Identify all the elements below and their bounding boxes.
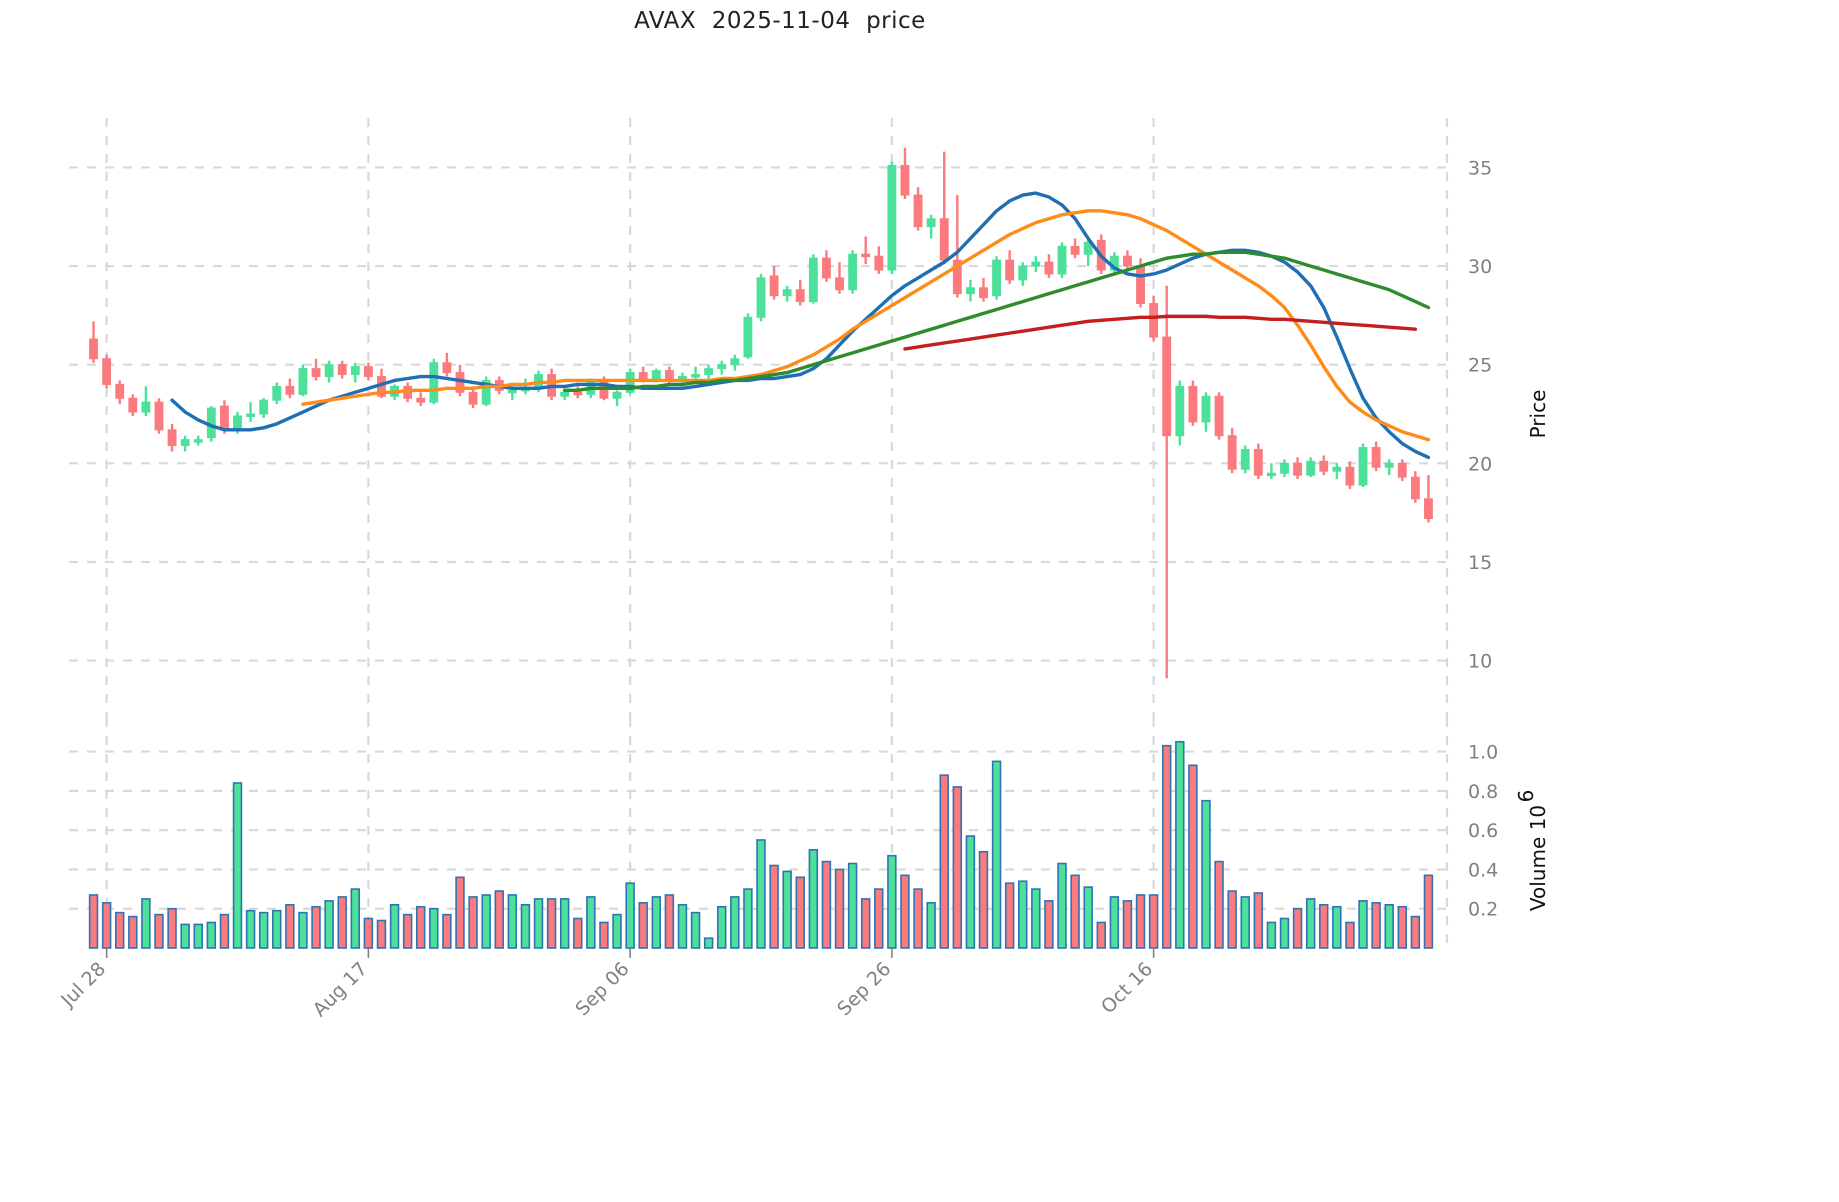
ma-line-ma_short bbox=[170, 191, 1431, 460]
moving-average-lines bbox=[170, 191, 1431, 460]
grid-lines bbox=[69, 118, 1452, 948]
volume-bar-series bbox=[88, 740, 1434, 949]
volume-tick-label: 0.2 bbox=[1468, 899, 1498, 921]
volume-axis-label: Volume 10 6 bbox=[1514, 790, 1550, 911]
x-tick-label: Sep 26 bbox=[833, 958, 895, 1020]
ma-line-ma_xlong bbox=[903, 314, 1418, 351]
svg-text:Volume 10: Volume 10 bbox=[1526, 805, 1550, 911]
svg-text:6: 6 bbox=[1514, 790, 1538, 803]
volume-tick-label: 1.0 bbox=[1468, 742, 1498, 764]
price-axis-label: Price bbox=[1526, 390, 1550, 439]
x-tick-label: Aug 17 bbox=[309, 958, 372, 1021]
volume-tick-label: 0.8 bbox=[1468, 781, 1498, 803]
x-tick-label: Sep 06 bbox=[571, 958, 633, 1020]
x-tick-label: Oct 16 bbox=[1097, 958, 1157, 1018]
ma-line-ma_long bbox=[562, 250, 1431, 393]
volume-tick-label: 0.6 bbox=[1468, 820, 1498, 842]
price-tick-label: 20 bbox=[1468, 453, 1492, 475]
price-tick-label: 25 bbox=[1468, 355, 1492, 377]
price-tick-label: 10 bbox=[1468, 651, 1492, 673]
price-candlestick-series bbox=[89, 147, 1433, 679]
price-tick-label: 30 bbox=[1468, 256, 1492, 278]
page-title: AVAX 2025-11-04 price bbox=[634, 8, 926, 34]
price-tick-label: 35 bbox=[1468, 157, 1492, 179]
x-tick-label: Jul 28 bbox=[56, 958, 110, 1012]
ma-line-ma_mid bbox=[301, 209, 1431, 442]
price-tick-label: 15 bbox=[1468, 552, 1492, 574]
volume-tick-label: 0.4 bbox=[1468, 859, 1498, 881]
